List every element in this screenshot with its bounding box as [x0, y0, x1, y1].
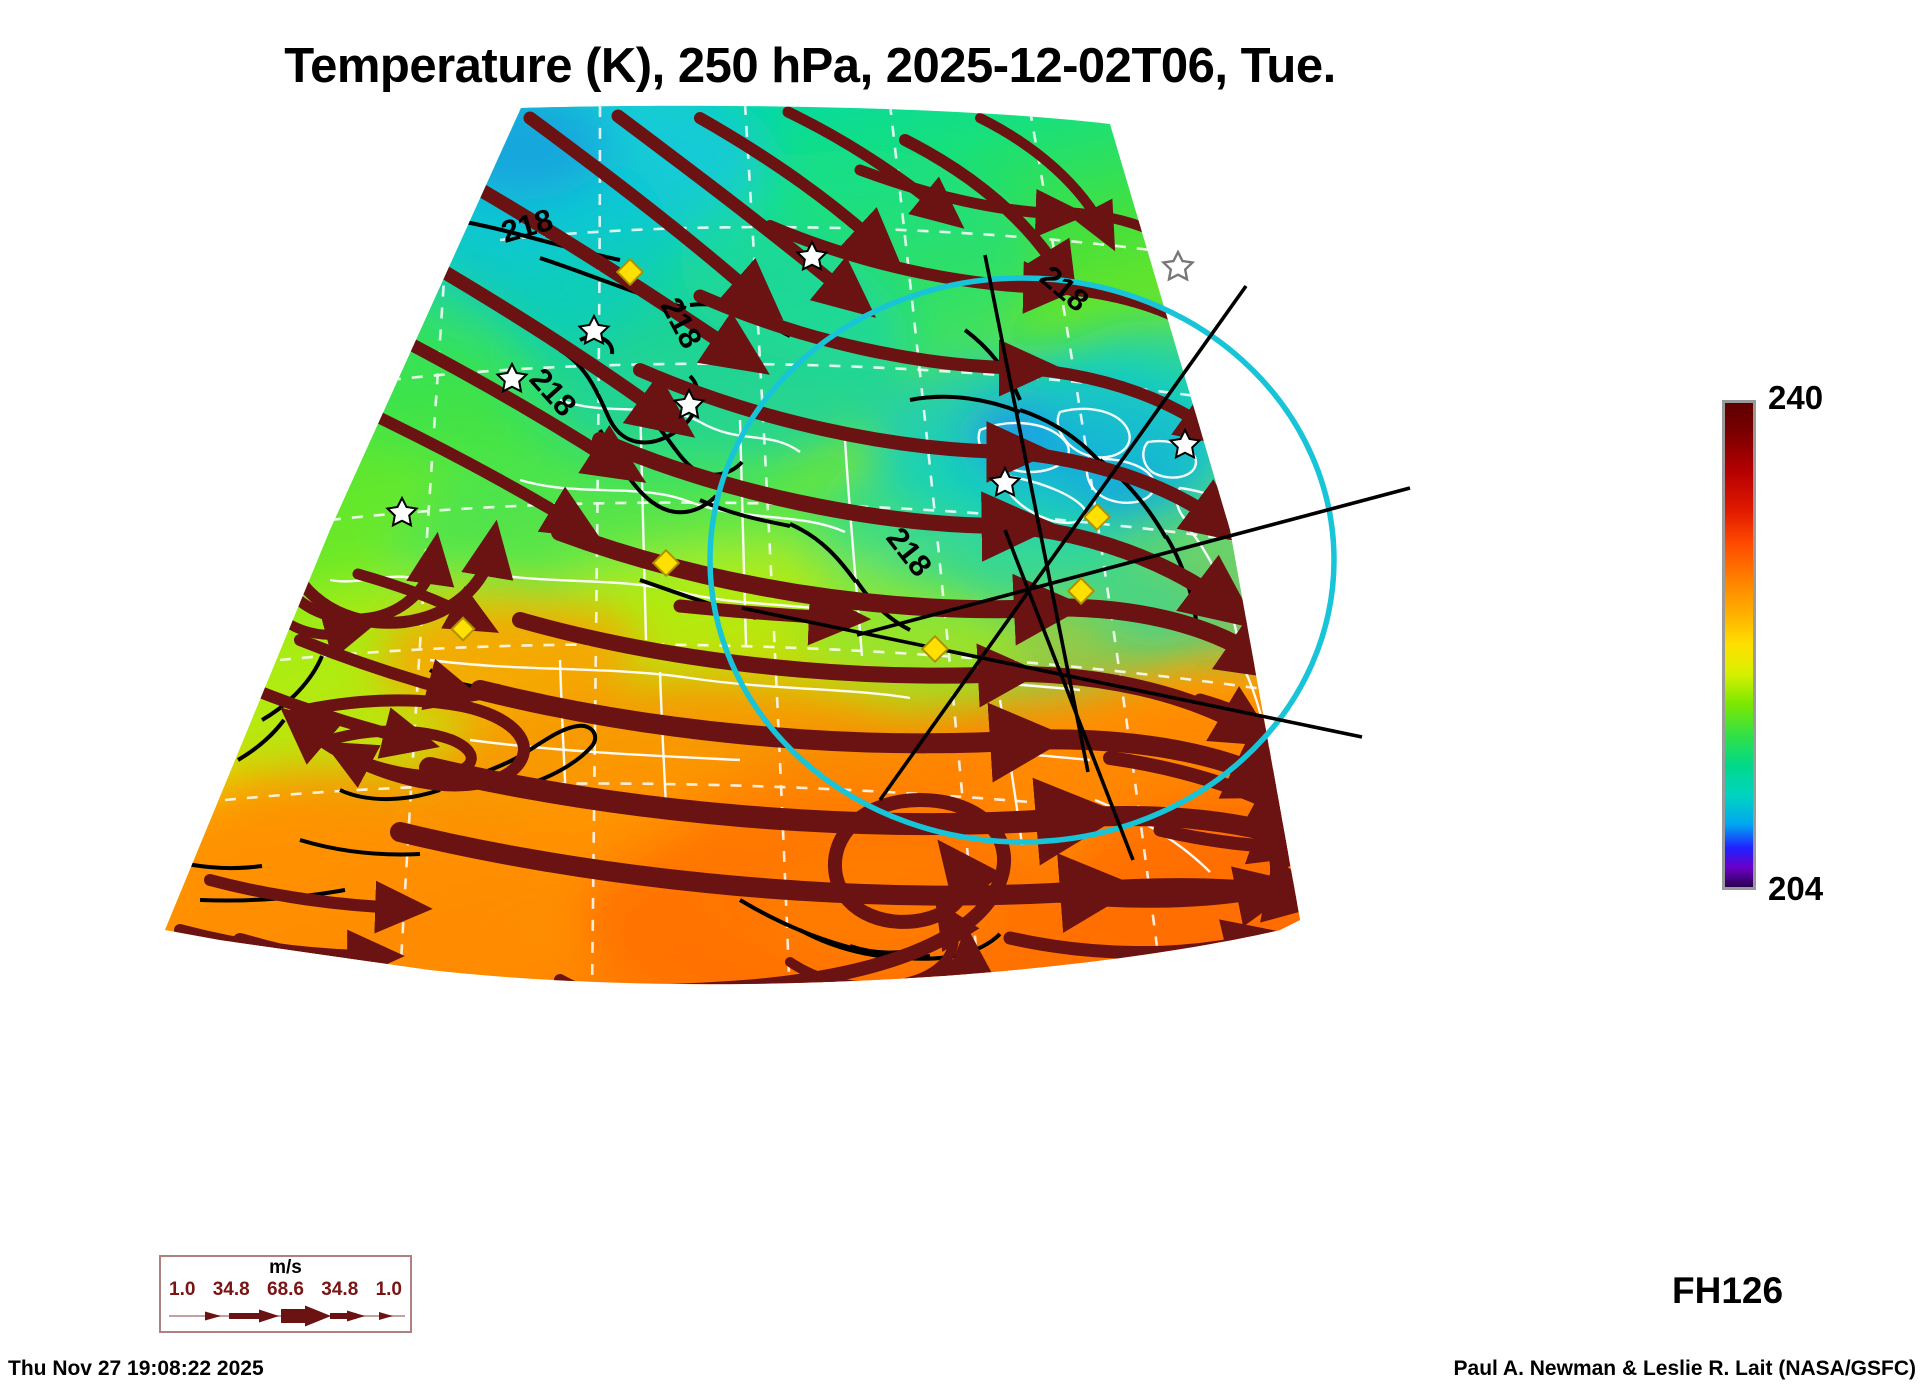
page-title: Temperature (K), 250 hPa, 2025-12-02T06,… — [284, 39, 1336, 93]
star-marker — [385, 239, 1202, 528]
wind-tick-labels: 1.0 34.8 68.6 34.8 1.0 — [169, 1279, 402, 1301]
credit-line: Paul A. Newman & Leslie R. Lait (NASA/GS… — [1453, 1357, 1916, 1380]
wind-unit-label: m/s — [269, 1257, 302, 1278]
weather-map[interactable]: 218 218 218 218 218 — [0, 100, 1560, 1030]
azimuth-lines — [741, 254, 1411, 861]
station-markers[interactable] — [385, 239, 1202, 664]
wind-tick-2: 34.8 — [212, 1279, 250, 1300]
wind-tick-4: 34.8 — [321, 1279, 359, 1300]
colorbar-min-label: 204 — [1768, 870, 1824, 907]
colorbar — [1722, 400, 1756, 890]
wind-speed-legend: m/s 1.0 34.8 68.6 34.8 1.0 — [159, 1255, 412, 1333]
range-circle — [707, 275, 1337, 845]
wind-tick-3: 68.6 — [267, 1279, 304, 1300]
wind-arrow-scale — [169, 1305, 405, 1327]
colorbar-gradient — [1722, 400, 1756, 890]
diamond-marker — [450, 257, 1112, 664]
generation-timestamp: Thu Nov 27 19:08:22 2025 — [8, 1357, 264, 1380]
forecast-hour-label: FH126 — [1672, 1270, 1784, 1311]
wind-tick-1: 1.0 — [169, 1279, 196, 1300]
colorbar-max-label: 240 — [1768, 379, 1824, 416]
star-marker-hollow — [1160, 249, 1196, 282]
wind-tick-5: 1.0 — [375, 1279, 402, 1300]
